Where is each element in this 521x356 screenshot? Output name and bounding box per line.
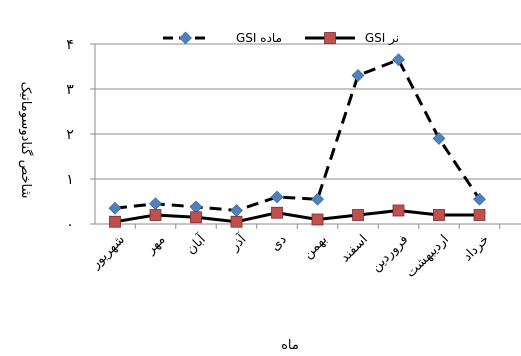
legend-marker — [324, 32, 336, 44]
x-tick-label: مهر — [143, 232, 169, 258]
legend-label: GSI ماده — [236, 31, 282, 45]
legend-marker — [179, 31, 192, 45]
data-point — [149, 197, 162, 211]
data-point — [433, 209, 445, 221]
data-point — [432, 132, 446, 145]
data-point — [311, 192, 324, 206]
data-point — [189, 200, 203, 214]
data-point — [473, 192, 486, 206]
data-point — [352, 209, 364, 221]
data-point — [230, 204, 243, 217]
data-point — [392, 204, 405, 217]
legend: GSI ماده GSI نر — [163, 31, 399, 46]
data-point — [230, 215, 243, 228]
series-line — [114, 209, 480, 224]
y-axis-title: شاخص گنادوسوماتیک — [18, 82, 34, 199]
data-point — [351, 69, 365, 82]
y-tick-label: ۴ — [66, 37, 74, 53]
x-axis-title: ماه — [281, 338, 299, 353]
x-tick-label: بهمن — [301, 232, 331, 262]
data-point — [271, 206, 283, 219]
data-point — [473, 209, 486, 221]
x-tick-label: شهریور — [88, 232, 128, 272]
data-point — [190, 211, 202, 224]
legend-label: GSI نر — [365, 31, 399, 46]
y-tick-label: ۱ — [66, 172, 74, 188]
series-layer — [108, 53, 486, 228]
x-tick-label: اسفند — [338, 232, 371, 265]
x-tick-label: دی — [268, 232, 290, 254]
data-point — [270, 190, 284, 204]
data-point — [108, 201, 122, 215]
grid-lines — [95, 43, 521, 180]
x-tick-label: اردیبهشت — [403, 232, 451, 280]
x-tick-label: آبان — [182, 230, 210, 258]
y-tick-label: ۲ — [66, 127, 74, 143]
x-tick-label: خرداد — [460, 232, 492, 264]
y-tick-label: ۳ — [66, 82, 74, 98]
x-tick-label: آذر — [226, 230, 251, 255]
y-tick-label: ۰ — [66, 217, 74, 233]
data-point — [311, 213, 324, 226]
data-point — [392, 53, 405, 67]
series-line — [114, 58, 481, 212]
data-point — [109, 215, 121, 228]
data-point — [149, 209, 162, 221]
